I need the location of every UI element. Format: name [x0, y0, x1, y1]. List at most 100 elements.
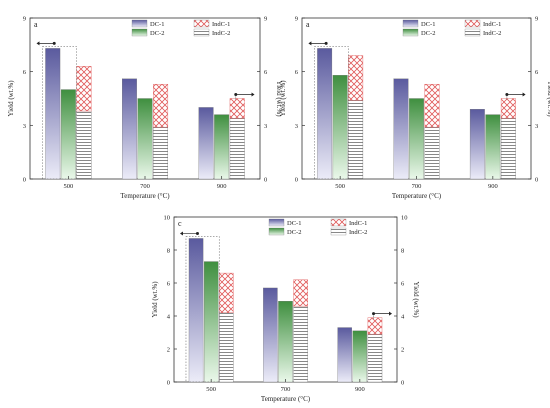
legend-swatch-dc-2 [268, 227, 285, 236]
y-axis-label-left: Yield (wt.%) [7, 80, 15, 117]
legend-label: DC-1 [287, 220, 301, 227]
legend-swatch-dc-1 [268, 218, 285, 227]
bar-dc2-500 [203, 261, 219, 383]
bar-dc1-700 [393, 78, 409, 180]
x-tick-label: 700 [281, 386, 291, 393]
bar-dc1-500 [45, 48, 61, 180]
left-tick-label: 0 [23, 177, 26, 184]
right-tick-label: 9 [264, 16, 267, 23]
x-tick-label: 500 [335, 183, 345, 190]
bar-indc1-700 [424, 83, 440, 128]
x-tick-label: 500 [206, 386, 216, 393]
arrow-right-icon [251, 92, 255, 97]
chart-panel-3: 0 2 4 6 8 10 0 2 4 6 8 10 Yield (wt.%) Yield (wt.%) Te… [151, 215, 420, 404]
legend-label: IndC-1 [483, 21, 501, 28]
legend-swatch-dc-2 [402, 28, 419, 37]
arrow-right-icon [389, 311, 393, 316]
bar-dc1-900 [337, 327, 352, 383]
left-tick-label: 0 [167, 380, 170, 387]
arrow-left-icon [308, 41, 312, 46]
bar-indc2-900 [229, 118, 245, 180]
y-axis-label-left: Yield (wt.%) [151, 281, 159, 318]
legend-swatch-indc-1 [330, 218, 347, 227]
right-tick-label: 6 [401, 281, 405, 288]
bar-indc2-700 [424, 126, 440, 180]
right-tick-label: 0 [264, 177, 267, 184]
right-tick-label: 0 [535, 177, 538, 184]
arrow-left-icon [36, 41, 40, 46]
panel-label: c [178, 219, 182, 228]
arrow-left-dot [324, 41, 328, 45]
x-axis-label: Temperature (°C) [392, 192, 442, 200]
bar-indc1-900 [500, 98, 516, 119]
x-axis-label: Temperature (°C) [261, 395, 311, 403]
bar-dc1-500 [188, 238, 204, 383]
right-tick-label: 3 [264, 123, 267, 130]
x-tick-label: 500 [63, 183, 73, 190]
right-tick-label: 6 [535, 69, 539, 76]
x-tick-label: 900 [217, 183, 227, 190]
bar-dc2-500 [332, 75, 348, 180]
legend-label: DC-2 [287, 229, 301, 236]
left-tick-label: 8 [167, 248, 170, 255]
group-outline-left [314, 46, 349, 180]
bar-indc1-900 [229, 98, 245, 119]
bar-dc1-900 [198, 107, 214, 180]
panel-label: a [34, 20, 38, 29]
x-axis-label: Temperature (°C) [120, 192, 170, 200]
left-tick-label: 6 [167, 281, 171, 288]
arrow-left-dot [195, 231, 199, 235]
bar-indc1-700 [153, 83, 169, 128]
left-tick-label: 2 [167, 347, 170, 354]
left-tick-label: 4 [167, 314, 171, 321]
bar-indc2-700 [153, 126, 169, 180]
bar-indc2-500 [76, 110, 92, 180]
bar-dc2-500 [60, 89, 76, 180]
bar-dc1-700 [122, 78, 137, 180]
bar-indc1-500 [219, 272, 234, 313]
bar-dc2-700 [409, 98, 424, 180]
legend-label: DC-1 [421, 21, 435, 28]
y-axis-label-right: Yield (wt.%) [275, 80, 283, 117]
x-tick-label: 700 [412, 183, 422, 190]
bar-dc2-700 [278, 300, 293, 383]
bar-indc2-900 [500, 118, 516, 180]
bar-indc2-500 [219, 312, 234, 383]
y-axis-label-right: Yield (wt.%) [546, 80, 550, 117]
legend-swatch-indc-1 [464, 19, 481, 28]
y-axis-label-right: Yield (wt.%) [412, 281, 420, 318]
left-tick-label: 9 [295, 16, 298, 23]
right-tick-label: 3 [535, 123, 538, 130]
group-outline-left [185, 236, 220, 383]
bar-indc1-900 [367, 317, 383, 335]
legend-label: DC-2 [421, 30, 435, 37]
y-axis-label-left: Yield (wt.%) [279, 80, 287, 117]
legend-swatch-dc-2 [131, 28, 148, 37]
arrow-left-icon [179, 231, 183, 236]
legend-label: IndC-1 [212, 21, 230, 28]
right-tick-label: 0 [401, 380, 404, 387]
panel-label: a [306, 20, 310, 29]
x-tick-label: 700 [140, 183, 150, 190]
bar-indc2-700 [293, 305, 308, 383]
right-tick-label: 8 [401, 248, 404, 255]
left-tick-label: 3 [295, 123, 298, 130]
legend-swatch-indc-2 [330, 227, 347, 236]
left-tick-label: 9 [23, 16, 26, 23]
legend-swatch-dc-1 [402, 19, 419, 28]
left-tick-label: 3 [23, 123, 26, 130]
chart-panel-2: 0 3 6 9 0 3 6 9 Yield (wt.%) Yield (wt.%) Temperat… [279, 16, 550, 201]
bar-dc1-500 [317, 48, 333, 180]
legend-label: IndC-2 [212, 30, 230, 37]
bar-dc1-900 [469, 109, 485, 180]
arrow-left-dot [52, 41, 56, 45]
arrow-right-icon [522, 92, 526, 97]
bar-indc1-700 [293, 279, 308, 307]
x-tick-label: 900 [355, 386, 365, 393]
right-tick-label: 2 [401, 347, 404, 354]
bar-dc2-700 [137, 98, 153, 180]
bar-dc1-700 [263, 287, 278, 383]
bar-dc2-900 [485, 114, 501, 180]
left-tick-label: 6 [23, 69, 27, 76]
